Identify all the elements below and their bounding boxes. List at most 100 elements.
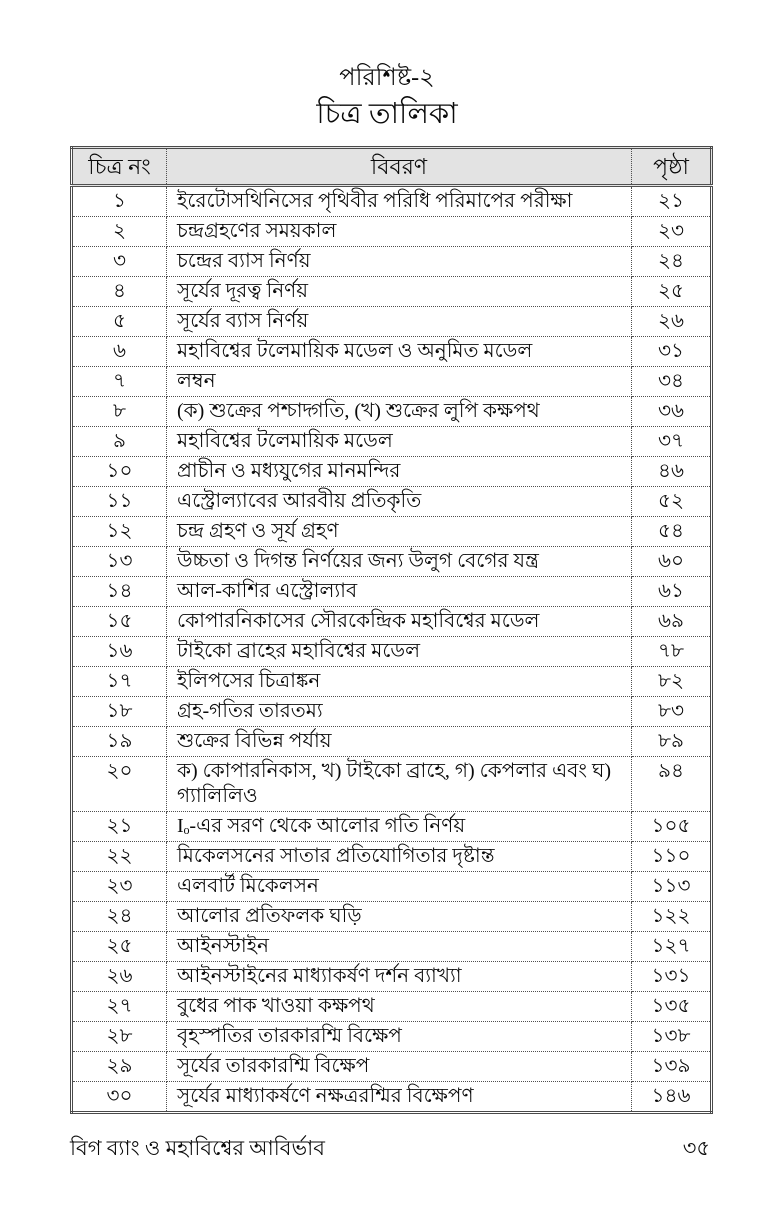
figure-number-cell: ৭ <box>71 366 167 398</box>
table-row: ৩ চন্দ্রের ব্যাস নির্ণয় ২৪ <box>71 246 712 278</box>
table-row: ৬ মহাবিশ্বের টলেমায়িক মডেল ও অনুমিত মডে… <box>71 336 712 368</box>
figure-number-cell: ১৫ <box>71 606 167 638</box>
figure-page-cell: ৮৩ <box>631 696 712 728</box>
figure-page-cell: ৩৪ <box>631 366 712 398</box>
figure-number-cell: ১৭ <box>71 666 167 698</box>
figure-description-cell: বৃহস্পতির তারকারশ্মি বিক্ষেপ <box>166 1021 632 1053</box>
figure-number-cell: ২৫ <box>71 931 167 963</box>
figure-description-cell: ইলিপসের চিত্রাঙ্কন <box>166 666 632 698</box>
footer-book-title: বিগ ব্যাং ও মহাবিশ্বের আবির্ভাব <box>70 1136 325 1161</box>
figure-number-cell: ১১ <box>71 486 167 518</box>
figure-number-cell: ১৪ <box>71 576 167 608</box>
footer-page-number: ৩৫ <box>682 1136 710 1161</box>
table-row: ২৬ আইনস্টাইনের মাধ্যাকর্ষণ দর্শন ব্যাখ্য… <box>71 961 712 993</box>
figure-number-cell: ২৪ <box>71 901 167 933</box>
header-description: বিবরণ <box>166 146 632 188</box>
figure-description-cell: চন্দ্রের ব্যাস নির্ণয় <box>166 246 632 278</box>
table-row: ৩০ সূর্যের মাধ্যাকর্ষণে নক্ষত্ররশ্মির বি… <box>71 1081 712 1114</box>
figure-number-cell: ৩০ <box>71 1081 167 1114</box>
table-row: ১৯ শুক্রের বিভিন্ন পর্যায় ৮৯ <box>71 726 712 758</box>
table-row: ১৮ গ্রহ-গতির তারতম্য ৮৩ <box>71 696 712 728</box>
figure-description-cell: সূর্যের মাধ্যাকর্ষণে নক্ষত্ররশ্মির বিক্ষ… <box>166 1081 632 1114</box>
table-row: ৭ লম্বন ৩৪ <box>71 366 712 398</box>
figure-number-cell: ২৭ <box>71 991 167 1023</box>
figure-description-cell: আইনস্টাইন <box>166 931 632 963</box>
table-row: ২০ ক) কোপারনিকাস, খ) টাইকো ব্রাহে, গ) কে… <box>71 756 712 813</box>
figure-page-cell: ৫২ <box>631 486 712 518</box>
figure-page-cell: ৬১ <box>631 576 712 608</box>
figure-description-cell: মহাবিশ্বের টলেমায়িক মডেল <box>166 426 632 458</box>
figure-description-cell: প্রাচীন ও মধ্যযুগের মানমন্দির <box>166 456 632 488</box>
figure-description-cell: এস্ট্রোল্যাবের আরবীয় প্রতিকৃতি <box>166 486 632 518</box>
figure-page-cell: ৯৪ <box>631 756 712 813</box>
figure-description-cell: Iₒ-এর সরণ থেকে আলোর গতি নির্ণয় <box>166 811 632 843</box>
figure-description-cell: আলোর প্রতিফলক ঘড়ি <box>166 901 632 933</box>
table-row: ১৭ ইলিপসের চিত্রাঙ্কন ৮২ <box>71 666 712 698</box>
figure-page-cell: ১১০ <box>631 841 712 873</box>
figure-number-cell: ২০ <box>71 756 167 813</box>
figure-description-cell: লম্বন <box>166 366 632 398</box>
table-row: ৯ মহাবিশ্বের টলেমায়িক মডেল ৩৭ <box>71 426 712 458</box>
figure-description-cell: সূর্যের দূরত্ব নির্ণয় <box>166 276 632 308</box>
figure-page-cell: ৩৬ <box>631 396 712 428</box>
figure-page-cell: ৩৭ <box>631 426 712 458</box>
header-figure-number: চিত্র নং <box>71 146 167 188</box>
figure-description-cell: বুধের পাক খাওয়া কক্ষপথ <box>166 991 632 1023</box>
figure-number-cell: ২৩ <box>71 871 167 903</box>
figure-number-cell: ৪ <box>71 276 167 308</box>
figure-description-cell: গ্রহ-গতির তারতম্য <box>166 696 632 728</box>
figure-page-cell: ৮২ <box>631 666 712 698</box>
figure-number-cell: ২৬ <box>71 961 167 993</box>
figure-page-cell: ২৪ <box>631 246 712 278</box>
figure-page-cell: ১০৫ <box>631 811 712 843</box>
figure-page-cell: ১৩৫ <box>631 991 712 1023</box>
figure-number-cell: ২ <box>71 216 167 248</box>
figure-number-cell: ১২ <box>71 516 167 548</box>
figure-description-cell: শুক্রের বিভিন্ন পর্যায় <box>166 726 632 758</box>
table-row: ২৭ বুধের পাক খাওয়া কক্ষপথ ১৩৫ <box>71 991 712 1023</box>
figure-page-cell: ৫৪ <box>631 516 712 548</box>
figure-number-cell: ৫ <box>71 306 167 338</box>
figure-number-cell: ৮ <box>71 396 167 428</box>
figure-description-cell: চন্দ্রগ্রহণের সময়কাল <box>166 216 632 248</box>
figure-description-cell: (ক) শুক্রের পশ্চাদ্গতি, (খ) শুক্রের লুপি… <box>166 396 632 428</box>
table-row: ২৯ সূর্যের তারকারশ্মি বিক্ষেপ ১৩৯ <box>71 1051 712 1083</box>
figure-page-cell: ৬৯ <box>631 606 712 638</box>
figure-number-cell: ৯ <box>71 426 167 458</box>
figure-page-cell: ১৪৬ <box>631 1081 712 1114</box>
table-row: ১ ইরেটোসথিনিসের পৃথিবীর পরিধি পরিমাপের প… <box>71 185 712 218</box>
figure-number-cell: ১ <box>71 185 167 218</box>
header-page: পৃষ্ঠা <box>631 146 712 188</box>
figure-page-cell: ১১৩ <box>631 871 712 903</box>
figure-description-cell: ইরেটোসথিনিসের পৃথিবীর পরিধি পরিমাপের পরী… <box>166 185 632 218</box>
figure-number-cell: ২২ <box>71 841 167 873</box>
figure-description-cell: উচ্চতা ও দিগন্ত নির্ণয়ের জন্য উলুগ বেগে… <box>166 546 632 578</box>
appendix-title: পরিশিষ্ট-২ <box>339 65 435 91</box>
figure-number-cell: ১০ <box>71 456 167 488</box>
figure-table-body: ১ ইরেটোসথিনিসের পৃথিবীর পরিধি পরিমাপের প… <box>71 185 712 1114</box>
figure-description-cell: মহাবিশ্বের টলেমায়িক মডেল ও অনুমিত মডেল <box>166 336 632 368</box>
table-row: ২৪ আলোর প্রতিফলক ঘড়ি ১২২ <box>71 901 712 933</box>
table-row: ২৩ এলবার্ট মিকেলসন ১১৩ <box>71 871 712 903</box>
figure-page-cell: ৬০ <box>631 546 712 578</box>
table-row: ২৫ আইনস্টাইন ১২৭ <box>71 931 712 963</box>
table-row: ১৫ কোপারনিকাসের সৌরকেন্দ্রিক মহাবিশ্বের … <box>71 606 712 638</box>
figure-number-cell: ২৯ <box>71 1051 167 1083</box>
figure-description-cell: চন্দ্র গ্রহণ ও সূর্য গ্রহণ <box>166 516 632 548</box>
figure-page-cell: ২৩ <box>631 216 712 248</box>
table-row: ২২ মিকেলসনের সাতার প্রতিযোগিতার দৃষ্টান্… <box>71 841 712 873</box>
figure-page-cell: ৪৬ <box>631 456 712 488</box>
figure-number-cell: ১৯ <box>71 726 167 758</box>
figure-description-cell: টাইকো ব্রাহের মহাবিশ্বের মডেল <box>166 636 632 668</box>
table-row: ৮ (ক) শুক্রের পশ্চাদ্গতি, (খ) শুক্রের লু… <box>71 396 712 428</box>
figure-page-cell: ৭৮ <box>631 636 712 668</box>
figure-description-cell: কোপারনিকাসের সৌরকেন্দ্রিক মহাবিশ্বের মডে… <box>166 606 632 638</box>
figure-description-cell: এলবার্ট মিকেলসন <box>166 871 632 903</box>
figure-number-cell: ৬ <box>71 336 167 368</box>
figure-page-cell: ১৩৮ <box>631 1021 712 1053</box>
figure-page-cell: ২৬ <box>631 306 712 338</box>
table-row: ২১ Iₒ-এর সরণ থেকে আলোর গতি নির্ণয় ১০৫ <box>71 811 712 843</box>
figure-table: চিত্র নং বিবরণ পৃষ্ঠা ১ ইরেটোসথিনিসের পৃ… <box>70 145 713 1115</box>
table-row: ১১ এস্ট্রোল্যাবের আরবীয় প্রতিকৃতি ৫২ <box>71 486 712 518</box>
page-footer: বিগ ব্যাং ও মহাবিশ্বের আবির্ভাব ৩৫ <box>70 1132 710 1167</box>
